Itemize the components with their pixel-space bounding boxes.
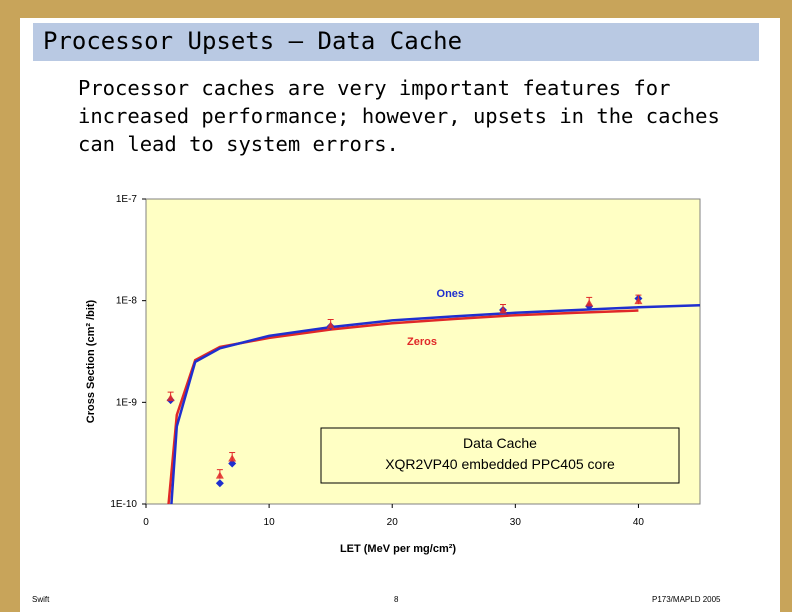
y-tick-label: 1E-9	[116, 397, 138, 408]
legend-box	[320, 427, 680, 484]
x-tick-label: 10	[264, 517, 276, 528]
slide: Processor Upsets – Data Cache Processor …	[20, 18, 780, 612]
footer-author: Swift	[32, 595, 50, 604]
data-point-zeros	[228, 454, 237, 462]
legend-line-2: XQR2VP40 embedded PPC405 core	[385, 456, 615, 472]
data-point-ones	[215, 479, 224, 488]
data-point-zeros	[585, 299, 594, 307]
data-point-ones	[228, 459, 237, 468]
annotation-ones: Ones	[437, 288, 465, 300]
title-bar: Processor Upsets – Data Cache	[33, 23, 759, 61]
data-point-zeros	[326, 321, 335, 329]
y-tick-label: 1E-8	[116, 296, 138, 307]
footer-reference: P173/MAPLD 2005	[652, 595, 721, 604]
body-line-3: can lead to system errors.	[78, 132, 399, 156]
slide-body-text: Processor caches are very important feat…	[78, 74, 758, 158]
y-axis-label: Cross Section (cm² /bit)	[85, 299, 97, 423]
data-point-zeros	[166, 394, 175, 402]
legend-line-1: Data Cache	[463, 435, 537, 451]
x-tick-label: 0	[143, 517, 149, 528]
cross-section-chart: 1E-10 1E-9 1E-8 1E-7 0 10 20 30 40 LET (MeV per m…	[78, 168, 701, 562]
x-axis-label: LET (MeV per mg/cm²)	[340, 543, 456, 555]
data-point-zeros	[215, 471, 224, 479]
y-tick-label: 1E-10	[110, 499, 137, 510]
body-line-2: increased performance; however, upsets i…	[78, 104, 720, 128]
footer-page-number: 8	[394, 595, 399, 604]
plot-background	[145, 198, 701, 505]
data-point-zeros	[634, 297, 643, 305]
annotation-zeros: Zeros	[407, 336, 437, 348]
x-tick-label: 40	[633, 517, 645, 528]
slide-title: Processor Upsets – Data Cache	[43, 27, 463, 55]
x-tick-label: 20	[387, 517, 399, 528]
data-point-zeros	[499, 306, 508, 314]
fit-curve-ones	[170, 304, 700, 504]
y-tick-label: 1E-7	[116, 194, 138, 205]
body-line-1: Processor caches are very important feat…	[78, 76, 671, 100]
x-tick-label: 30	[510, 517, 522, 528]
